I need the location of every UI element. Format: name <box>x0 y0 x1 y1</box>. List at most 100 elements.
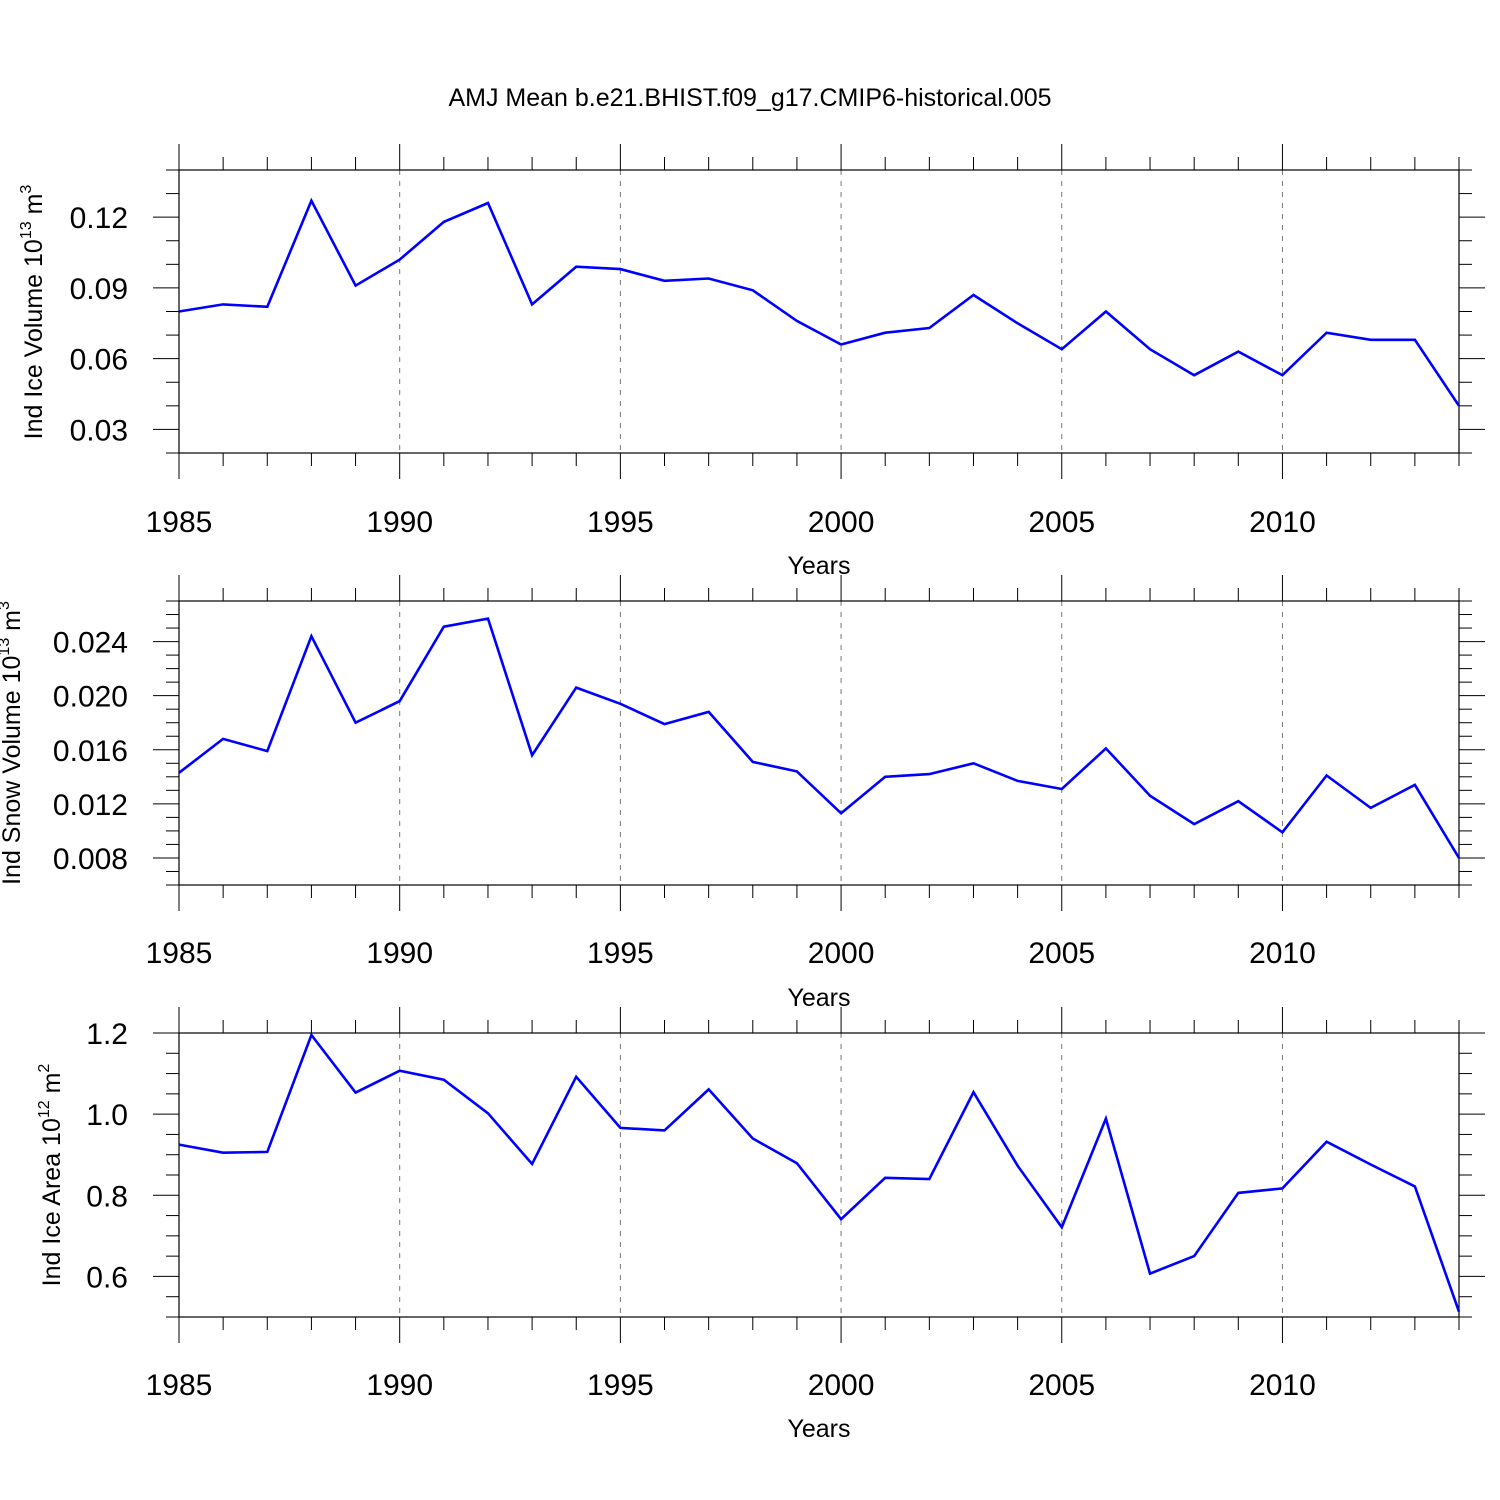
x-axis-title: Years <box>787 1415 850 1443</box>
snow-volume-point <box>177 771 181 775</box>
y-tick-label: 0.6 <box>86 1261 128 1294</box>
snow-volume-point <box>1104 746 1108 750</box>
snow-volume-point <box>1457 856 1461 860</box>
x-tick-label: 2005 <box>1028 1369 1095 1402</box>
ice-volume-point <box>927 326 931 330</box>
x-tick-label: 1995 <box>587 937 654 970</box>
ice-volume-point <box>309 199 313 203</box>
y-tick-label: 0.012 <box>53 789 128 822</box>
ice-volume-point <box>177 310 181 314</box>
ice-volume-panel: 1985 1990 1995 2000 2005 2010 0.03 0.06 0.09 0.12… <box>18 144 1485 580</box>
ice-volume-point <box>751 288 755 292</box>
snow-volume-point <box>927 772 931 776</box>
ice-volume-point <box>1192 373 1196 377</box>
y-tick-label: 0.06 <box>70 344 128 377</box>
ice-volume-point <box>398 258 402 262</box>
ice-volume-point <box>265 305 269 309</box>
y-tick-label: 0.024 <box>53 627 128 660</box>
x-tick-label: 2005 <box>1028 937 1095 970</box>
ice-area-point <box>1457 1310 1461 1314</box>
x-tick-label: 1990 <box>366 937 433 970</box>
x-axis-title: Years <box>787 984 850 1012</box>
ice-volume-point <box>1236 350 1240 354</box>
snow-volume-point <box>530 753 534 757</box>
ice-area-point <box>1060 1225 1064 1229</box>
ice-area-point <box>1413 1184 1417 1188</box>
ice-area-point <box>486 1111 490 1115</box>
snow-volume-point <box>707 710 711 714</box>
ice-area-point <box>1325 1140 1329 1144</box>
snow-volume-point <box>1369 806 1373 810</box>
ice-area-point <box>1192 1254 1196 1258</box>
ice-area-point <box>221 1151 225 1155</box>
ice-area-series-line <box>178 1032 1461 1313</box>
ice-area-point <box>309 1033 313 1037</box>
panels: 1985 1990 1995 2000 2005 2010 0.03 0.06 0.09 0.12… <box>0 144 1485 1443</box>
ice-area-point <box>927 1177 931 1181</box>
ice-area-point <box>971 1090 975 1094</box>
x-tick-label: 2000 <box>808 1369 875 1402</box>
x-tick-label: 2000 <box>808 937 875 970</box>
ice-area-point <box>265 1150 269 1154</box>
y-tick-label: 0.020 <box>53 681 128 714</box>
ice-volume-point <box>221 302 225 306</box>
y-tick-label: 0.016 <box>53 735 128 768</box>
snow-volume-point <box>971 761 975 765</box>
x-tick-label: 1995 <box>587 506 654 539</box>
ice-volume-point <box>574 265 578 269</box>
snow-volume-point <box>663 722 667 726</box>
ice-area-point <box>663 1128 667 1132</box>
ice-volume-point <box>1280 373 1284 377</box>
ice-area-point <box>354 1091 358 1095</box>
snow-volume-point <box>574 686 578 690</box>
y-tick-label: 0.03 <box>70 414 128 447</box>
ice-area-point <box>530 1162 534 1166</box>
x-tick-label: 1985 <box>146 937 213 970</box>
ice-volume-point <box>618 267 622 271</box>
ice-area-point <box>839 1217 843 1221</box>
ice-volume-point <box>1148 347 1152 351</box>
ice-area-point <box>707 1087 711 1091</box>
ice-area-point <box>1148 1272 1152 1276</box>
x-tick-label: 2010 <box>1249 937 1316 970</box>
snow-volume-point <box>1148 794 1152 798</box>
y-tick-label: 0.008 <box>53 843 128 876</box>
ice-area-point <box>1280 1186 1284 1190</box>
ice-volume-point <box>442 220 446 224</box>
snow-volume-point <box>1192 822 1196 826</box>
ice-volume-series-line <box>178 197 1461 407</box>
ice-area-point <box>795 1161 799 1165</box>
snow-volume-point <box>795 769 799 773</box>
snow-volume-point <box>1280 830 1284 834</box>
ice-area-point <box>618 1126 622 1130</box>
ice-volume-point <box>1413 338 1417 342</box>
ice-volume-point <box>795 319 799 323</box>
snow-volume-point <box>1413 783 1417 787</box>
x-tick-label: 1990 <box>366 1369 433 1402</box>
x-tick-label: 2010 <box>1249 1369 1316 1402</box>
x-tick-label: 1990 <box>366 506 433 539</box>
figure-title: AMJ Mean b.e21.BHIST.f09_g17.CMIP6-histo… <box>448 84 1051 112</box>
ice-area-point <box>442 1078 446 1082</box>
snow-volume-point <box>398 699 402 703</box>
snow-volume-point <box>883 775 887 779</box>
snow-volume-point <box>618 702 622 706</box>
snow-volume-series-line <box>178 617 1461 859</box>
ice-area-point <box>398 1069 402 1073</box>
x-tick-label: 2010 <box>1249 506 1316 539</box>
ice-area-point <box>1016 1164 1020 1168</box>
y-axis-title: Ind Ice Area 1012 m2 <box>36 1064 66 1287</box>
ice-area-point <box>751 1136 755 1140</box>
ice-volume-point <box>1060 347 1064 351</box>
x-tick-label: 2000 <box>808 506 875 539</box>
x-tick-label: 1985 <box>146 506 213 539</box>
ice-volume-point <box>971 293 975 297</box>
x-tick-label: 2005 <box>1028 506 1095 539</box>
ice-volume-point <box>486 201 490 205</box>
ice-volume-point <box>663 279 667 283</box>
ice-volume-point <box>1104 310 1108 314</box>
ice-area-point <box>177 1143 181 1147</box>
ice-area-point <box>883 1176 887 1180</box>
ice-area-panel: 1985 1990 1995 2000 2005 2010 0.6 0.8 1.0 1.2 Year… <box>36 1007 1485 1443</box>
